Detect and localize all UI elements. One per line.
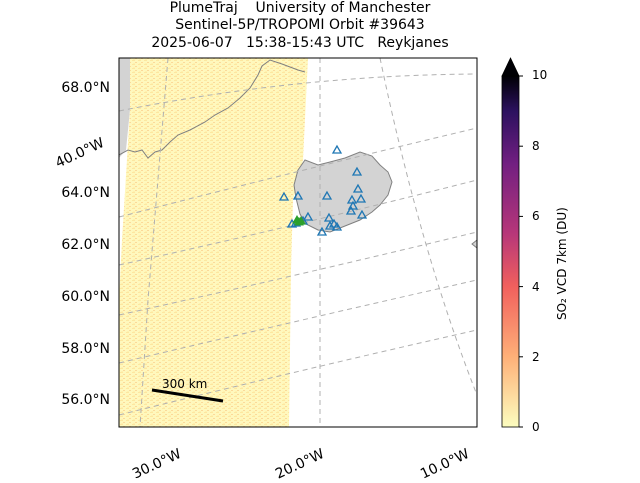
volcano-marker bbox=[351, 166, 363, 176]
iceland-land bbox=[293, 151, 393, 233]
volcano-marker bbox=[324, 220, 336, 230]
volcano-marker bbox=[352, 183, 364, 193]
volcano-marker bbox=[302, 211, 314, 221]
map-frame bbox=[118, 57, 478, 428]
cbar-tick-4: 4 bbox=[532, 280, 540, 294]
lat-label-56: 56.0°N bbox=[61, 392, 110, 408]
lat-label-68: 68.0°N bbox=[61, 80, 110, 96]
colorbar-ticks bbox=[519, 75, 523, 428]
volcano-marker bbox=[331, 221, 343, 231]
cbar-tick-8: 8 bbox=[532, 139, 540, 153]
volcano-marker bbox=[345, 205, 357, 215]
volcano-marker bbox=[316, 226, 328, 236]
title-line-1: PlumeTraj University of Manchester bbox=[169, 0, 431, 16]
scale-bar bbox=[151, 388, 224, 403]
colorbar-extend-max bbox=[501, 57, 520, 77]
source-marker bbox=[296, 215, 306, 225]
lat-label-62: 62.0°N bbox=[61, 237, 110, 253]
cbar-tick-0: 0 bbox=[532, 420, 540, 434]
volcano-marker bbox=[355, 193, 367, 203]
lat-label-60: 60.0°N bbox=[61, 289, 110, 305]
scotland-coast bbox=[471, 239, 477, 249]
colorbar bbox=[501, 75, 520, 428]
volcano-marker bbox=[323, 212, 335, 222]
eruption-source-markers bbox=[292, 214, 306, 226]
volcano-marker bbox=[356, 209, 368, 219]
title-line-3: 2025-06-07 15:38-15:43 UTC Reykjanes bbox=[151, 35, 449, 51]
cbar-tick-10: 10 bbox=[532, 68, 548, 82]
greenland-coastline bbox=[119, 59, 306, 159]
volcano-marker bbox=[331, 144, 343, 154]
cbar-tick-2: 2 bbox=[532, 350, 540, 364]
satellite-swath bbox=[119, 58, 308, 427]
scale-bar-label: 300 km bbox=[162, 377, 208, 391]
lat-label-64: 64.0°N bbox=[61, 185, 110, 201]
colorbar-label: SO₂ VCD 7km (DU) bbox=[555, 207, 569, 320]
volcano-marker bbox=[321, 190, 333, 200]
volcano-marker bbox=[292, 190, 304, 200]
volcano-marker bbox=[278, 191, 290, 201]
lat-label-58: 58.0°N bbox=[61, 341, 110, 357]
volcano-marker bbox=[347, 200, 359, 210]
title-line-2: Sentinel-5P/TROPOMI Orbit #39643 bbox=[175, 17, 425, 33]
cbar-tick-6: 6 bbox=[532, 209, 540, 223]
